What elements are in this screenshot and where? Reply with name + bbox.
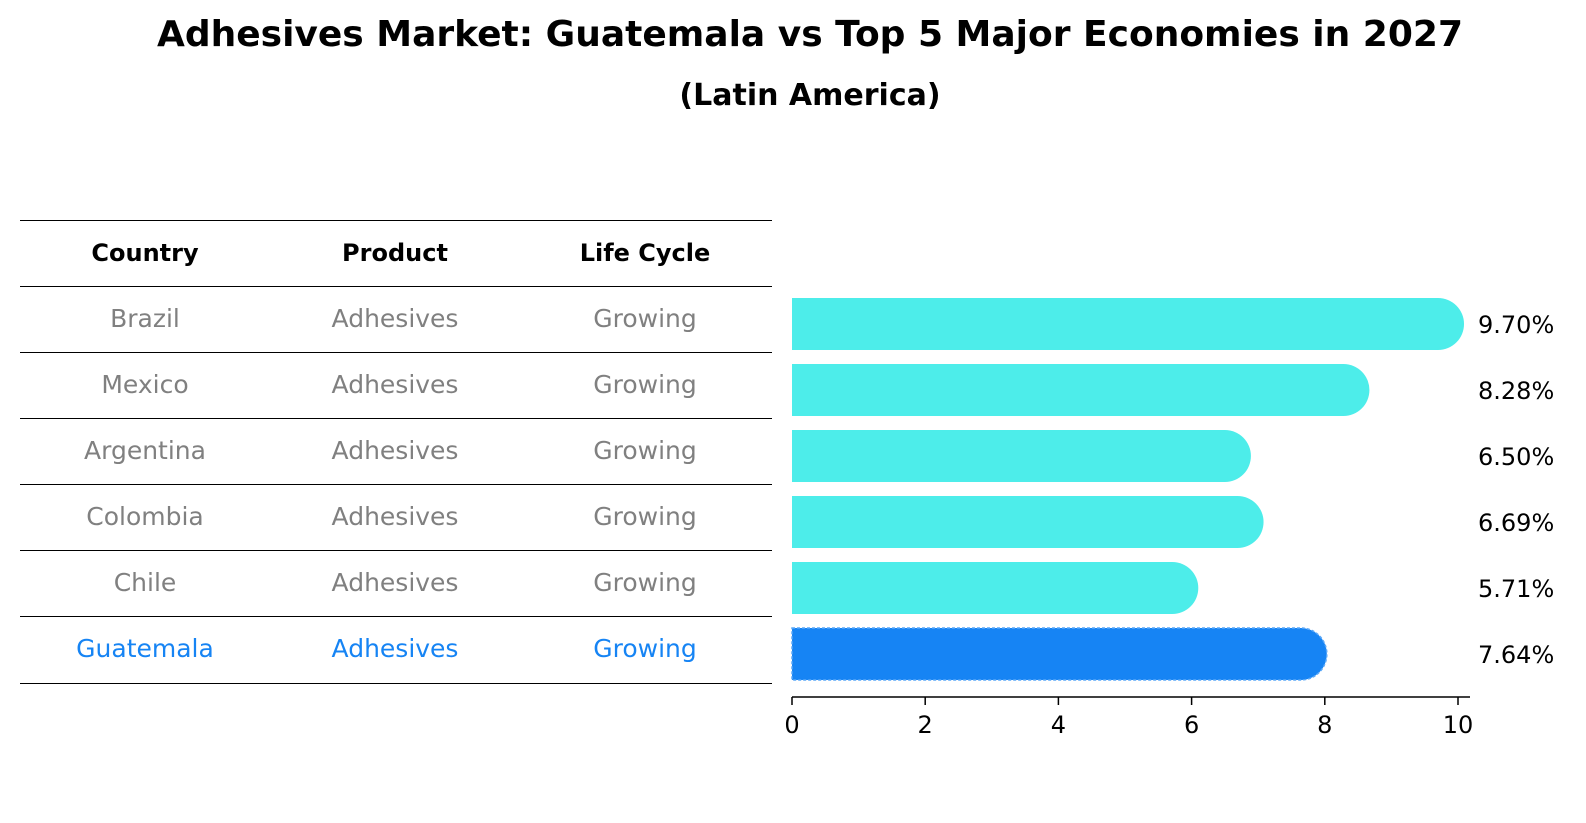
- x-tick-label: 8: [1317, 711, 1332, 739]
- x-tick-label: 10: [1443, 711, 1474, 739]
- x-tick-label: 4: [1051, 711, 1066, 739]
- country-cell: Mexico: [101, 370, 189, 399]
- life-cycle-cell: Growing: [593, 568, 697, 597]
- bar-colombia: [792, 496, 1264, 548]
- table-header-row: Country Product Life Cycle: [20, 220, 772, 286]
- table-row-highlight: Guatemala Adhesives Growing: [20, 616, 772, 684]
- chart-subtitle: (Latin America): [679, 78, 941, 113]
- country-cell: Brazil: [110, 304, 180, 333]
- life-cycle-cell: Growing: [593, 634, 697, 663]
- country-cell: Chile: [113, 568, 177, 597]
- table-row: Mexico Adhesives Growing: [20, 352, 772, 418]
- life-cycle-cell: Growing: [593, 370, 697, 399]
- life-cycle-cell: Growing: [593, 436, 697, 465]
- country-cell: Guatemala: [76, 634, 214, 663]
- x-tick-label: 0: [784, 711, 799, 739]
- bar-brazil: [792, 298, 1465, 350]
- header-product: Product: [342, 239, 448, 267]
- bar-mexico: [792, 364, 1370, 416]
- product-cell: Adhesives: [331, 634, 459, 663]
- life-cycle-cell: Growing: [593, 502, 697, 531]
- table-row: Argentina Adhesives Growing: [20, 418, 772, 484]
- header-country: Country: [91, 239, 199, 267]
- product-cell: Adhesives: [331, 304, 459, 333]
- bar-guatemala: [791, 627, 1328, 681]
- value-labels-group: 9.70% 8.28% 6.50% 6.69% 5.71% 7.64%: [1478, 311, 1554, 669]
- value-label: 8.28%: [1478, 377, 1554, 405]
- table-row: Chile Adhesives Growing: [20, 550, 772, 616]
- product-cell: Adhesives: [331, 370, 459, 399]
- bars-group: [791, 298, 1465, 681]
- x-tick-label: 6: [1184, 711, 1199, 739]
- header-life-cycle: Life Cycle: [579, 239, 711, 267]
- value-label: 6.50%: [1478, 443, 1554, 471]
- product-cell: Adhesives: [331, 568, 459, 597]
- value-label: 5.71%: [1478, 575, 1554, 603]
- bar-argentina: [792, 430, 1251, 482]
- chart-title: Adhesives Market: Guatemala vs Top 5 Maj…: [156, 14, 1463, 55]
- table-row: Colombia Adhesives Growing: [20, 484, 772, 550]
- x-tick-label: 2: [918, 711, 933, 739]
- table-row: Brazil Adhesives Growing: [20, 286, 772, 352]
- value-label: 9.70%: [1478, 311, 1554, 339]
- product-cell: Adhesives: [331, 436, 459, 465]
- life-cycle-cell: Growing: [593, 304, 697, 333]
- product-cell: Adhesives: [331, 502, 459, 531]
- value-label: 6.69%: [1478, 509, 1554, 537]
- country-cell: Colombia: [86, 502, 204, 531]
- country-cell: Argentina: [84, 436, 206, 465]
- data-table: Country Product Life Cycle Brazil Adhesi…: [20, 220, 772, 684]
- x-axis: 0 2 4 6 8 10: [784, 696, 1474, 739]
- bar-chile: [792, 562, 1199, 614]
- value-label: 7.64%: [1478, 641, 1554, 669]
